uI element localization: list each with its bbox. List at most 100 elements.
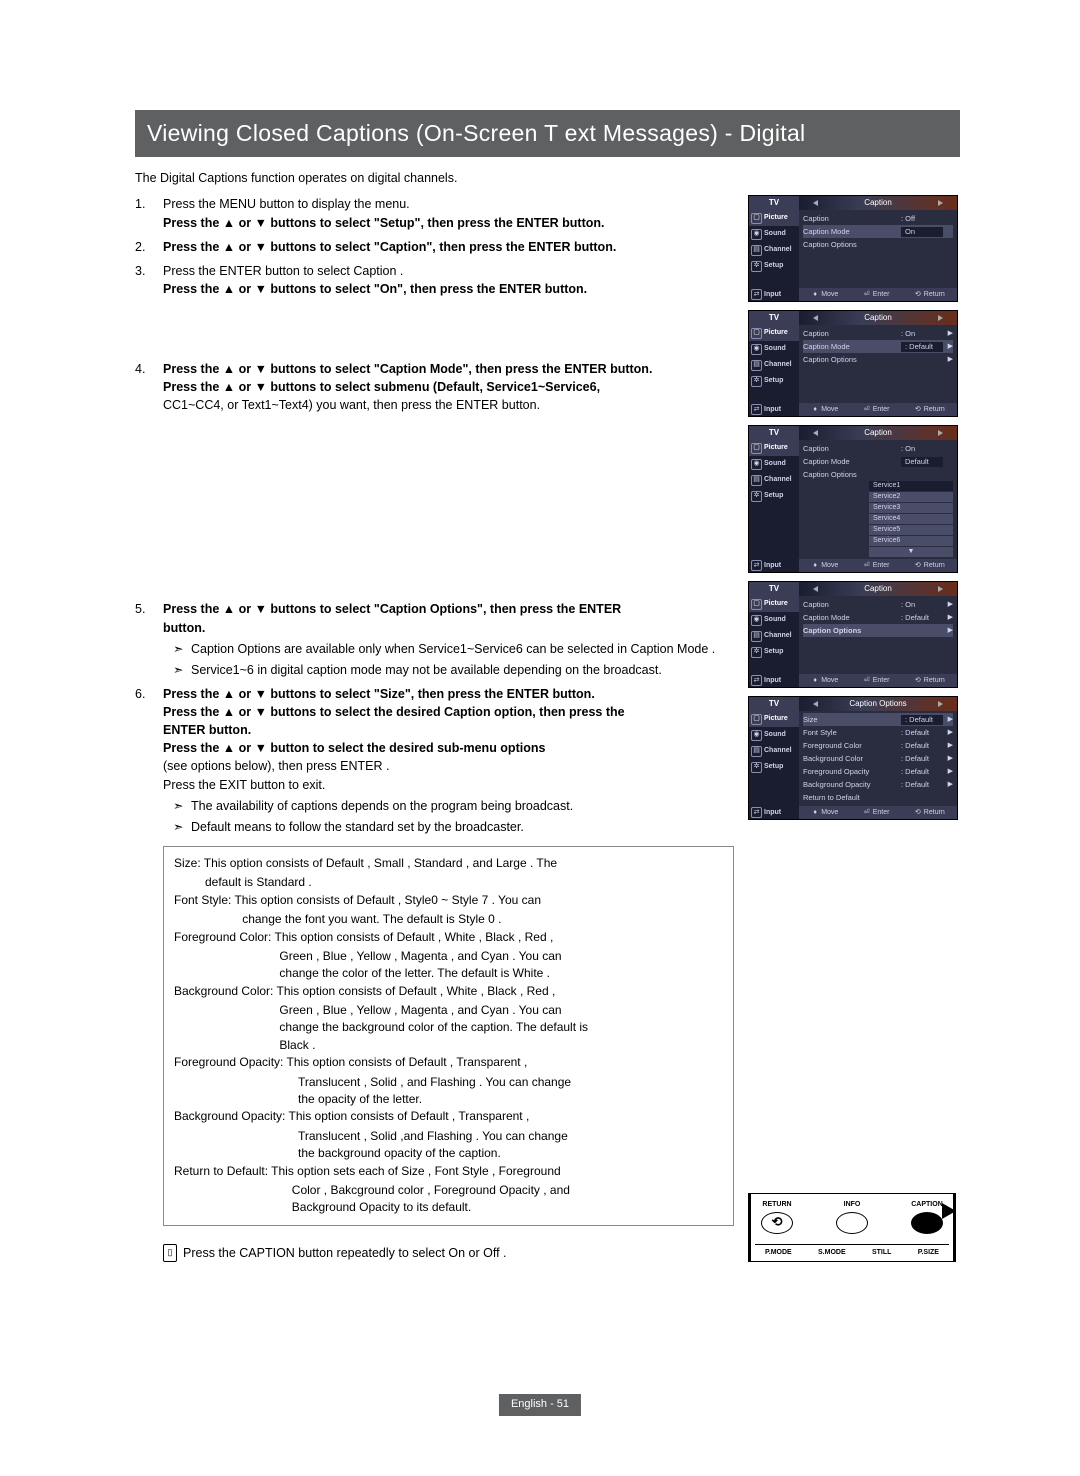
step-note: Default means to follow the standard set… [177, 818, 734, 836]
tv-dropdown-item: Service2 [869, 492, 953, 503]
option-text: This option consists of Default , White … [273, 984, 555, 998]
step-number: 6. [135, 685, 163, 836]
tv-menu-screenshot: TVCaption Options▢Picture◉Sound▤Channel✲… [748, 696, 958, 820]
tv-sidebar-item: ◉Sound [749, 612, 799, 628]
option-cont: Color , Bakcground color , Foreground Op… [174, 1182, 723, 1199]
tv-sidebar-label: Channel [764, 360, 792, 370]
remote-bottom-label: P.MODE [765, 1248, 792, 1258]
tv-hint: ⟲Return [914, 808, 945, 818]
option-cont: the opacity of the letter. [174, 1091, 723, 1108]
tv-row-arrow-icon: ▶ [943, 342, 953, 352]
step-line: Press the ▲ or ▼ buttons to select "On",… [163, 280, 734, 298]
tv-sidebar-label: Input [764, 561, 781, 571]
tv-row-arrow-icon: ▶ [943, 767, 953, 777]
tv-row-label: Caption [803, 600, 901, 611]
tv-menu-row: Caption Options▶ [803, 624, 953, 637]
tv-row-value: : Default [901, 780, 943, 791]
tv-sidebar-label: Picture [764, 443, 788, 453]
tv-dropdown-item: Service6 [869, 536, 953, 547]
tv-menu-row: Caption ModeDefault [803, 455, 953, 468]
option-row: Background Color: This option consists o… [174, 983, 723, 1000]
option-row: Background Opacity: This option consists… [174, 1108, 723, 1125]
tv-sidebar-icon: ▤ [751, 631, 762, 642]
tv-row-label: Caption Options [803, 470, 901, 481]
option-label: Foreground Color: [174, 930, 271, 944]
tv-row-label: Background Opacity [803, 780, 901, 791]
intro-text: The Digital Captions function operates o… [135, 169, 960, 187]
tv-sidebar-icon: ▤ [751, 746, 762, 757]
tv-hint-label: Enter [873, 405, 890, 415]
option-label: Return to Default: [174, 1164, 268, 1178]
step-line: Press the ▲ or ▼ button to select the de… [163, 739, 734, 757]
tv-sidebar-item: ▢Picture [749, 440, 799, 456]
step-line: Press the ▲ or ▼ buttons to select "Capt… [163, 238, 734, 256]
step-number: 2. [135, 238, 163, 256]
tv-row-value: : On [901, 329, 943, 340]
tv-hint-label: Enter [873, 561, 890, 571]
remote-button-col: RETURN⟲ [761, 1200, 793, 1244]
option-row: Size: This option consists of Default , … [174, 855, 723, 872]
tv-sidebar-label: Setup [764, 491, 783, 501]
tv-header-title: Caption [799, 582, 957, 596]
tv-sidebar-item: ▤Channel [749, 628, 799, 644]
step-item: 5.Press the ▲ or ▼ buttons to select "Ca… [135, 600, 734, 679]
tv-sidebar-icon: ▤ [751, 360, 762, 371]
tv-sidebar-item: ▢Picture [749, 596, 799, 612]
tv-row-label: Caption Options [803, 626, 901, 637]
tv-menu-row: Size: Default▶ [803, 713, 953, 726]
tv-sidebar-label: Setup [764, 376, 783, 386]
remote-button-label: INFO [844, 1200, 861, 1210]
step-line: ENTER button. [163, 721, 734, 739]
tv-hint-icon: ♦ [811, 809, 819, 817]
tv-row-value: : On [901, 444, 943, 455]
tv-menu-screenshot: TVCaption▢Picture◉Sound▤Channel✲SetupCap… [748, 581, 958, 688]
tv-row-label: Background Color [803, 754, 901, 765]
step-line: Press the ▲ or ▼ buttons to select "Capt… [163, 600, 734, 618]
tv-row-label: Foreground Opacity [803, 767, 901, 778]
tv-sidebar-item: ◉Sound [749, 341, 799, 357]
tv-sidebar-icon: ✲ [751, 261, 762, 272]
tv-sidebar-label: Input [764, 676, 781, 686]
tv-row-value: : Default [901, 613, 943, 624]
instructions-column: 1.Press the MENU button to display the m… [135, 195, 734, 1261]
tv-hint: ♦Move [811, 561, 838, 571]
tv-sidebar-item: ▢Picture [749, 711, 799, 727]
tv-sidebar-icon: ▢ [751, 714, 762, 725]
tv-menu-row: Caption Options▶ [803, 353, 953, 366]
option-row: Foreground Opacity: This option consists… [174, 1054, 723, 1071]
tv-sidebar-label: Sound [764, 344, 786, 354]
tv-menu-row: Caption: On▶ [803, 327, 953, 340]
dropdown-arrow-icon: ▼ [869, 547, 953, 557]
tv-row-arrow-icon: ▶ [943, 741, 953, 751]
step-item: 1.Press the MENU button to display the m… [135, 195, 734, 231]
tv-input-icon: ⇄ [751, 289, 762, 300]
tv-hint-icon: ♦ [811, 291, 819, 299]
tv-row-arrow-icon: ▶ [943, 754, 953, 764]
tv-row-value: Default [901, 457, 943, 468]
remote-button-icon: ⟲ [761, 1212, 793, 1234]
tv-hint: ⏎Enter [863, 561, 890, 571]
tv-row-label: Font Style [803, 728, 901, 739]
remote-button-icon [911, 1212, 943, 1234]
tv-row-value: : Default [901, 728, 943, 739]
tv-dropdown-item: Service4 [869, 514, 953, 525]
tv-hint-icon: ⟲ [914, 291, 922, 299]
option-text: This option consists of Default , Transp… [285, 1109, 529, 1123]
tv-hint-icon: ⟲ [914, 809, 922, 817]
tv-sidebar-icon: ▢ [751, 443, 762, 454]
step-line: Press the ▲ or ▼ buttons to select "Setu… [163, 214, 734, 232]
tv-sidebar-label: Sound [764, 730, 786, 740]
tv-menu-row: Background Opacity: Default▶ [803, 778, 953, 791]
tv-sidebar-icon: ◉ [751, 229, 762, 240]
tv-hint-label: Move [821, 290, 838, 300]
tv-header-tv: TV [749, 311, 799, 325]
tv-menu-screenshot: TVCaption▢Picture◉Sound▤Channel✲SetupCap… [748, 195, 958, 302]
tv-hint-label: Move [821, 561, 838, 571]
tv-row-label: Caption Mode [803, 457, 901, 468]
options-box: Size: This option consists of Default , … [163, 846, 734, 1226]
tv-sidebar-label: Channel [764, 746, 792, 756]
tv-row-value: : Off [901, 214, 943, 225]
option-cont: change the color of the letter. The defa… [174, 965, 723, 982]
tv-sidebar-icon: ▤ [751, 475, 762, 486]
step-line: Press the ▲ or ▼ buttons to select the d… [163, 703, 734, 721]
